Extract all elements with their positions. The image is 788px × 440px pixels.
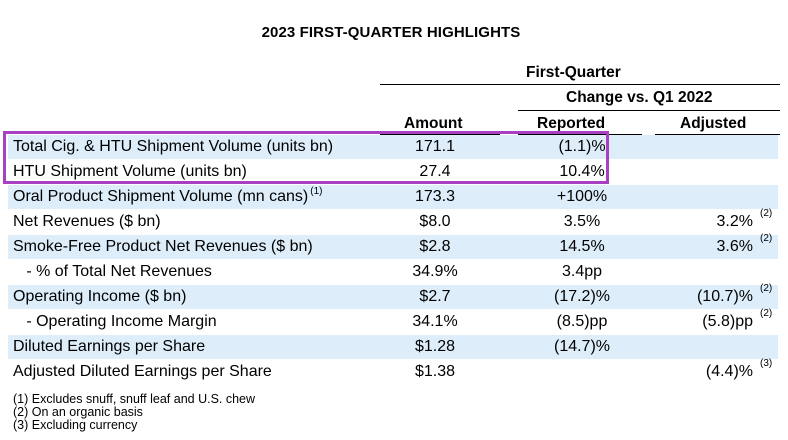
footnote: (1) Excludes snuff, snuff leaf and U.S. … [13, 392, 256, 406]
row-amount: 27.4 [419, 163, 451, 180]
header-reported: Reported [537, 115, 606, 132]
table-row: Smoke-Free Product Net Revenues ($ bn) $… [8, 233, 778, 259]
row-reported: (1.1)% [558, 138, 606, 155]
row-adjusted: (5.8)pp [702, 313, 753, 330]
row-amount: $2.7 [419, 288, 451, 305]
row-label: Smoke-Free Product Net Revenues ($ bn) [13, 238, 313, 255]
row-reported: (14.7)% [553, 338, 611, 355]
table-row: Net Revenues ($ bn) $8.0 3.5% 3.2% (2) [8, 208, 778, 234]
row-label: Total Cig. & HTU Shipment Volume (units … [13, 138, 334, 155]
row-label: HTU Shipment Volume (units bn) [13, 163, 247, 180]
highlight-box [3, 131, 609, 184]
header-change-vs-q1-2022: Change vs. Q1 2022 [566, 89, 713, 106]
footnote-ref: (2) [760, 308, 773, 319]
table-row: Oral Product Shipment Volume (mn cans) (1… [8, 185, 778, 209]
row-reported: (8.5)pp [556, 313, 608, 330]
row-label-text: Oral Product Shipment Volume (mn cans) [13, 188, 309, 205]
header-amount: Amount [404, 115, 463, 132]
header-first-quarter: First-Quarter [526, 64, 621, 81]
row-adjusted: (10.7)% [696, 288, 753, 305]
row-amount: 173.3 [414, 188, 456, 205]
footnote: (2) On an organic basis [13, 405, 143, 419]
footnote: (3) Excluding currency [13, 418, 138, 432]
table-row: Total Cig. & HTU Shipment Volume (units … [8, 135, 778, 159]
table-row: Diluted Earnings per Share $1.28 (14.7)% [8, 335, 778, 359]
row-amount: $2.8 [419, 238, 451, 255]
row-label: - Operating Income Margin [13, 313, 217, 330]
row-amount: $8.0 [419, 213, 451, 230]
table-row: - % of Total Net Revenues 34.9% 3.4pp [8, 260, 778, 284]
header-rule-reported [518, 134, 642, 135]
row-adjusted: (4.4)% [705, 363, 753, 380]
table-row: - Operating Income Margin 34.1% (8.5)pp … [8, 308, 778, 334]
footnote-ref: (1) [310, 186, 323, 197]
footnote-ref: (2) [760, 233, 773, 244]
table-row: Operating Income ($ bn) $2.7 (17.2)% (10… [8, 283, 778, 309]
row-label: Diluted Earnings per Share [13, 338, 206, 355]
header-rule-adjusted [655, 134, 780, 135]
page-title: 2023 FIRST-QUARTER HIGHLIGHTS [261, 24, 521, 41]
row-reported: 14.5% [559, 238, 605, 255]
row-reported: 3.4pp [561, 263, 603, 280]
row-adjusted: 3.2% [716, 213, 753, 230]
table-row: HTU Shipment Volume (units bn) 27.4 10.4… [8, 160, 778, 184]
header-rule-amount [380, 134, 500, 135]
row-label: Operating Income ($ bn) [13, 288, 187, 305]
row-label: Oral Product Shipment Volume (mn cans) (1… [13, 185, 322, 211]
row-label: Net Revenues ($ bn) [13, 213, 161, 230]
footnote-ref: (2) [760, 208, 773, 219]
row-reported: (17.2)% [553, 288, 611, 305]
header-rule-top [380, 84, 780, 85]
header-rule-change [518, 110, 780, 111]
footnote-ref: (2) [760, 283, 773, 294]
row-amount: 34.1% [412, 313, 458, 330]
row-reported: 10.4% [559, 163, 605, 180]
row-amount: $1.28 [414, 338, 456, 355]
footnote-ref: (3) [760, 358, 773, 369]
row-amount: 171.1 [414, 138, 456, 155]
row-label: - % of Total Net Revenues [13, 263, 212, 280]
header-adjusted: Adjusted [680, 115, 747, 132]
row-amount: 34.9% [412, 263, 458, 280]
row-adjusted: 3.6% [716, 238, 753, 255]
row-reported: 3.5% [563, 213, 601, 230]
row-label: Adjusted Diluted Earnings per Share [13, 363, 272, 380]
table-row: Adjusted Diluted Earnings per Share $1.3… [8, 358, 778, 384]
row-amount: $1.38 [414, 363, 456, 380]
row-reported: +100% [556, 188, 608, 205]
